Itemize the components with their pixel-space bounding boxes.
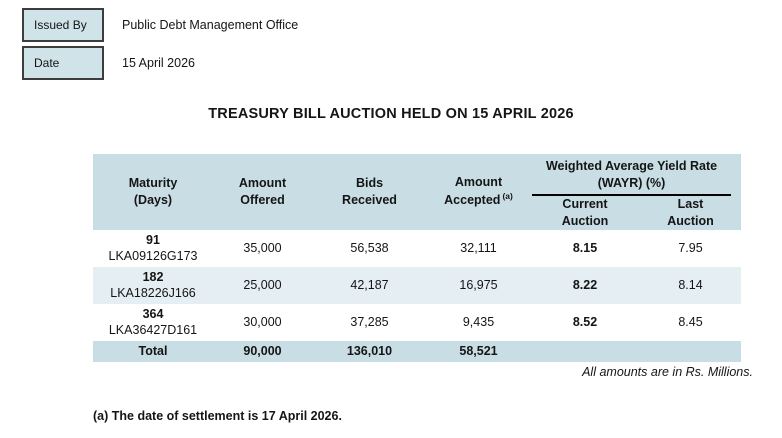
maturity-cell: 91 LKA09126G173 [93,230,213,267]
amount-offered-cell: 35,000 [243,241,282,256]
last-auction-cell: 8.45 [678,315,703,330]
col-header-amount-accepted: Amount Accepted (a) [427,154,530,230]
col-header-maturity: Maturity (Days) [93,154,213,230]
bids-received-cell: 37,285 [350,315,389,330]
maturity-days: 91 [146,233,160,248]
date-value: 15 April 2026 [122,56,195,70]
bids-received-cell: 42,187 [350,278,389,293]
col-header-wayr-group: Weighted Average Yield Rate (WAYR) (%) [530,154,741,196]
wayr-group-label: Weighted Average Yield Rate (WAYR) (%) [532,158,731,196]
table-row-364: 364 LKA36427D161 30,000 37,285 9,435 8.5… [93,304,741,341]
date-row: Date 15 April 2026 [22,46,782,80]
issued-by-row: Issued By Public Debt Management Office [22,8,782,42]
col-header-bids-received: Bids Received [312,154,427,230]
amount-accepted-cell: 9,435 [462,315,495,330]
col-header-current-auction: Current Auction [530,196,640,230]
maturity-cell: 182 LKA18226J166 [93,267,213,304]
amount-accepted-line2: Accepted (a) [444,191,513,208]
amount-accepted-cell: 32,111 [460,241,497,256]
footnote-marker: (a) [502,191,513,202]
table-row-91: 91 LKA09126G173 35,000 56,538 32,111 8.1… [93,230,741,267]
last-auction-cell: 7.95 [678,241,703,256]
current-auction-cell: 8.15 [572,241,598,256]
amount-offered-cell: 25,000 [243,278,282,293]
units-note: All amounts are in Rs. Millions. [582,364,753,379]
total-bids: 136,010 [346,344,393,359]
isin-code: LKA09126G173 [108,249,198,264]
auction-table: Maturity (Days) Amount Offered Bids Rece… [93,154,741,362]
last-auction-cell: 8.14 [678,278,703,293]
maturity-cell: 364 LKA36427D161 [93,304,213,341]
total-accepted: 58,521 [459,344,498,359]
footnote: (a) The date of settlement is 17 April 2… [93,408,342,423]
amount-accepted-cell: 16,975 [459,278,498,293]
total-offered: 90,000 [243,344,282,359]
isin-code: LKA36427D161 [108,323,198,338]
current-auction-cell: 8.22 [572,278,598,293]
col-header-last-auction: Last Auction [640,196,741,230]
issued-by-label: Issued By [34,18,87,32]
maturity-days: 182 [142,270,164,285]
isin-code: LKA18226J166 [110,286,196,301]
meta-block: Issued By Public Debt Management Office … [0,0,782,80]
page-title: TREASURY BILL AUCTION HELD ON 15 APRIL 2… [208,106,574,122]
col-header-amount-offered: Amount Offered [213,154,312,230]
bids-received-cell: 56,538 [350,241,389,256]
total-label: Total [138,344,168,359]
issued-by-box: Issued By [22,8,104,42]
amount-offered-cell: 30,000 [243,315,282,330]
date-box: Date [22,46,104,80]
total-last [640,341,741,362]
date-label: Date [34,56,60,70]
table-total-row: Total 90,000 136,010 58,521 [93,340,741,362]
maturity-days: 364 [142,307,164,322]
issued-by-value: Public Debt Management Office [122,18,299,32]
current-auction-cell: 8.52 [572,315,598,330]
amount-accepted-line1: Amount [454,175,503,190]
table-row-182: 182 LKA18226J166 25,000 42,187 16,975 8.… [93,266,741,304]
total-current [530,341,640,362]
